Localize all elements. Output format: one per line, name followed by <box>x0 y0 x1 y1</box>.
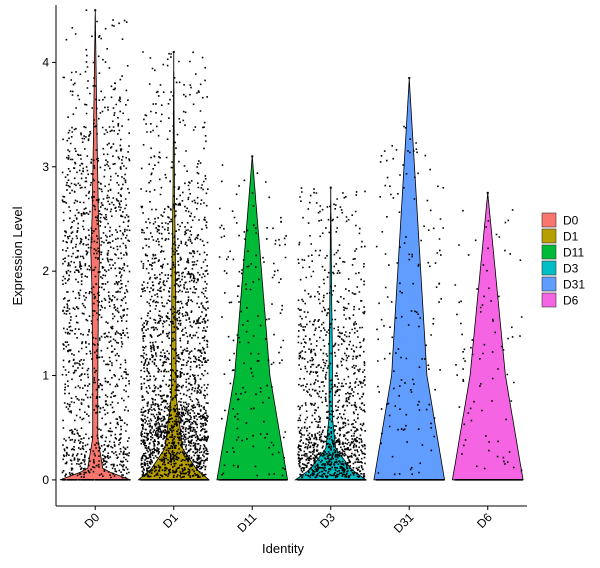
legend-swatch-d3 <box>541 260 557 276</box>
legend-label-d0: D0 <box>563 214 579 228</box>
legend-label-d3: D3 <box>563 262 579 276</box>
y-ticks: 0 1 2 3 4 <box>42 55 56 487</box>
x-tick-label: D3 <box>317 510 338 531</box>
x-tick-label: D6 <box>474 510 495 531</box>
max-point-d1 <box>172 50 175 53</box>
points-d3 <box>297 187 366 481</box>
axes-layer <box>55 5 527 507</box>
legend-swatch-d1 <box>541 228 557 244</box>
points-d1 <box>140 51 209 481</box>
y-tick-label: 1 <box>42 369 49 383</box>
violin-d31 <box>373 78 446 481</box>
x-ticks: D0 D1 D11 D3 D31 D6 <box>82 506 495 536</box>
violin-d0 <box>59 10 131 481</box>
legend-label-d11: D11 <box>563 246 584 260</box>
violins-layer <box>59 10 524 481</box>
max-point-d11 <box>251 155 254 158</box>
max-point-d6 <box>486 191 489 194</box>
y-tick-label: 2 <box>42 264 49 278</box>
max-point-d31 <box>408 77 411 80</box>
x-tick-label: D11 <box>235 510 260 535</box>
points-d0 <box>61 9 131 481</box>
y-tick-label: 4 <box>42 55 49 69</box>
x-tick-label: D1 <box>160 510 181 531</box>
points-d6 <box>454 209 523 481</box>
violin-d3 <box>294 187 368 481</box>
x-tick-label: D0 <box>82 510 103 531</box>
legend-swatch-d11 <box>541 244 557 260</box>
legend-swatch-d6 <box>541 292 557 308</box>
x-tick-label: D31 <box>391 510 417 536</box>
legend-swatch-d31 <box>541 276 557 292</box>
max-point-d0 <box>94 9 97 12</box>
x-axis-title: Identity <box>262 541 304 556</box>
legend-label-d31: D31 <box>563 278 585 292</box>
y-tick-label: 0 <box>42 473 49 487</box>
jitter-points-layer <box>61 9 523 481</box>
violin-d11 <box>216 156 289 481</box>
violin-d1 <box>137 51 211 481</box>
legend-label-d1: D1 <box>563 230 579 244</box>
y-axis-title: Expression Level <box>10 206 25 305</box>
legend-label-d6: D6 <box>563 294 579 308</box>
max-point-d3 <box>329 186 332 189</box>
y-tick-label: 3 <box>42 160 49 174</box>
legend: D0 D1 D11 D3 D31 D6 <box>541 212 585 308</box>
legend-swatch-d0 <box>541 212 557 228</box>
